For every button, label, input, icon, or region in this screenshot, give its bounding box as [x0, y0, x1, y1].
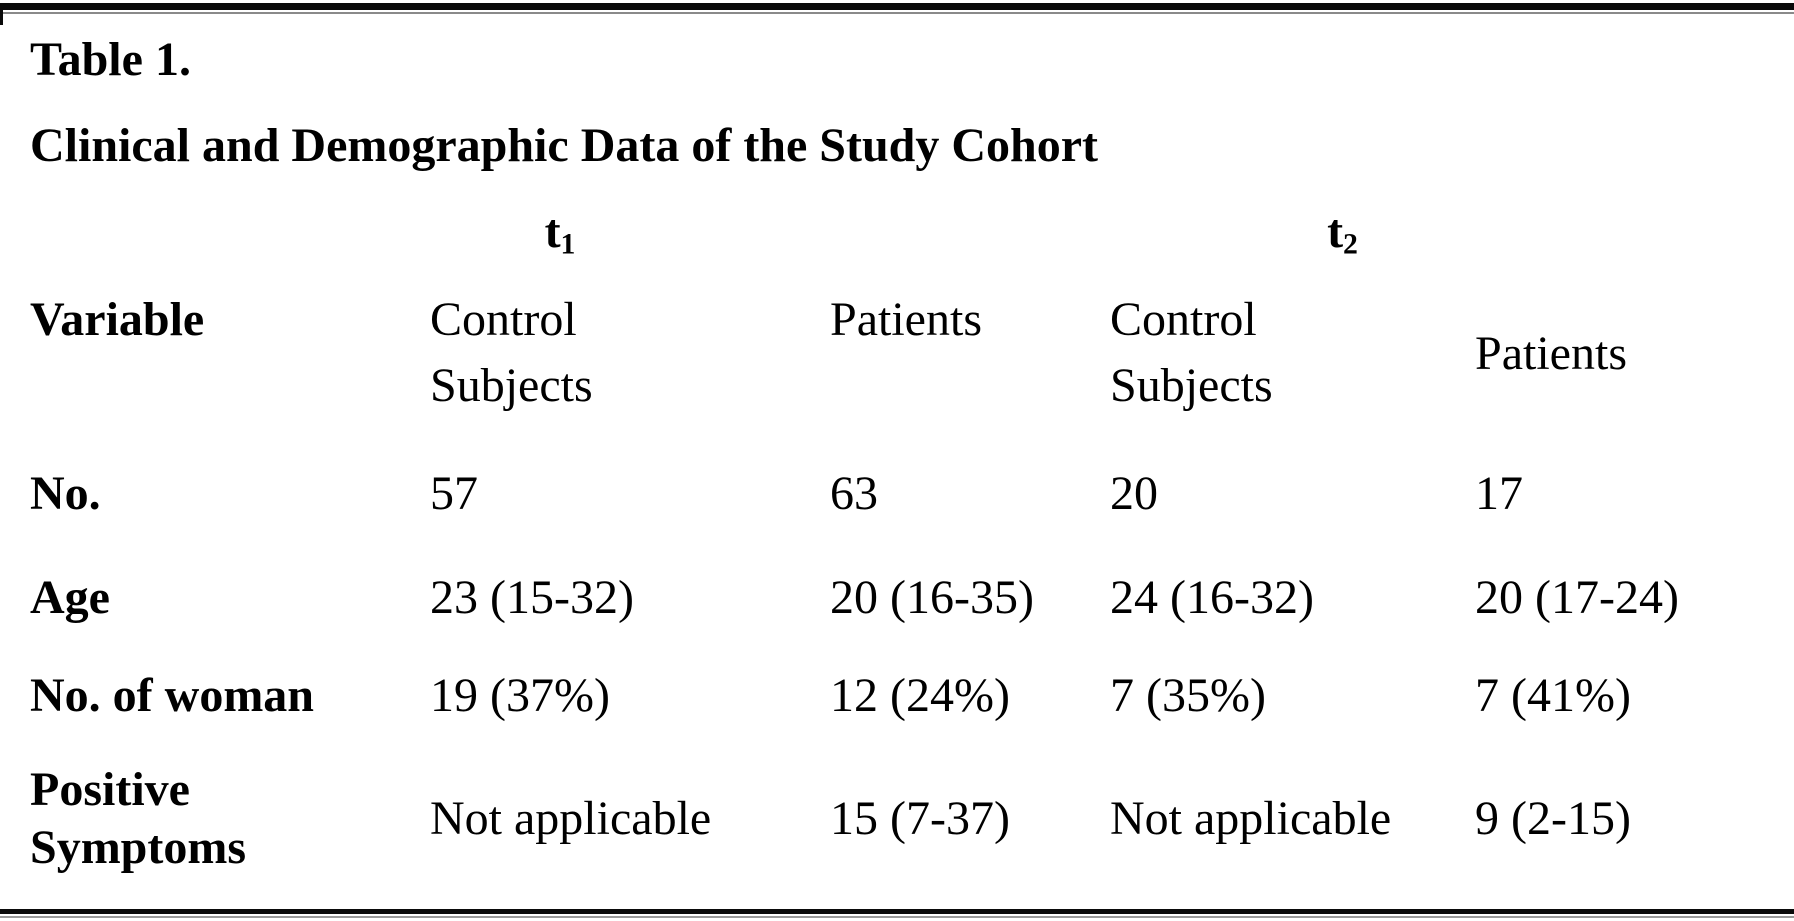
cell-age-t1-patients: 20 (16-35): [830, 570, 1034, 624]
table-top-rule: [0, 3, 1794, 10]
cell-woman-t1-patients: 12 (24%): [830, 668, 1010, 722]
row-label-positive-symptoms: Positive Symptoms: [30, 762, 247, 874]
column-header-row: Variable Control Subjects Patients Contr…: [30, 287, 1774, 421]
cell-pos-t1-patients: 15 (7-37): [830, 791, 1010, 845]
timepoint-t1-base: t: [544, 205, 561, 258]
table-row-no-of-woman: No. of woman 19 (37%) 12 (24%) 7 (35%) 7…: [30, 667, 1774, 725]
row-label-no: No.: [30, 466, 101, 520]
cell-pos-t1-control: Not applicable: [430, 791, 712, 845]
timepoint-t1-subscript: 1: [560, 227, 576, 261]
timepoint-t2-subscript: 2: [1343, 227, 1358, 261]
table-caption: Clinical and Demographic Data of the Stu…: [30, 119, 1099, 172]
column-header-t2-control-subjects: Control Subjects: [1110, 292, 1273, 412]
table-page: Table 1. Clinical and Demographic Data o…: [30, 33, 1774, 877]
cell-woman-t2-control: 7 (35%): [1110, 668, 1266, 722]
cell-woman-t1-control: 19 (37%): [430, 668, 610, 722]
cell-pos-t2-patients: 9 (2-15): [1475, 791, 1631, 845]
column-header-t1-control-subjects: Control Subjects: [430, 292, 593, 412]
table-row-positive-symptoms: Positive Symptoms Not applicable 15 (7-3…: [30, 761, 1774, 877]
cell-no-t1-patients: 63: [830, 466, 878, 520]
table-bottom-rule: [0, 909, 1794, 914]
timepoint-t1-header: t1: [545, 200, 576, 277]
page-edge-artifact: [0, 3, 3, 25]
timepoint-t2-base: t: [1327, 205, 1344, 258]
cell-woman-t2-patients: 7 (41%): [1475, 668, 1631, 722]
cell-age-t1-control: 23 (15-32): [430, 570, 634, 624]
timepoint-header-row: t1 t2: [30, 200, 1774, 277]
cell-no-t1-control: 57: [430, 466, 478, 520]
table-number-title: Table 1.: [30, 33, 191, 86]
table-bottom-rule-echo: [0, 916, 1794, 918]
timepoint-t2-header: t2: [1327, 200, 1358, 277]
row-label-no-of-woman: No. of woman: [30, 668, 314, 722]
table-top-rule-echo: [0, 12, 1794, 14]
cell-age-t2-control: 24 (16-32): [1110, 570, 1314, 624]
column-header-variable: Variable: [30, 292, 205, 346]
cell-no-t2-patients: 17: [1475, 466, 1523, 520]
column-header-t2-patients: Patients: [1475, 326, 1627, 380]
row-label-age: Age: [30, 570, 110, 624]
cell-no-t2-control: 20: [1110, 466, 1158, 520]
cell-age-t2-patients: 20 (17-24): [1475, 570, 1679, 624]
table-row-no: No. 57 63 20 17: [30, 465, 1774, 523]
column-header-t1-patients: Patients: [830, 292, 982, 346]
cell-pos-t2-control: Not applicable: [1110, 791, 1392, 845]
table-row-age: Age 23 (15-32) 20 (16-35) 24 (16-32) 20 …: [30, 569, 1774, 627]
